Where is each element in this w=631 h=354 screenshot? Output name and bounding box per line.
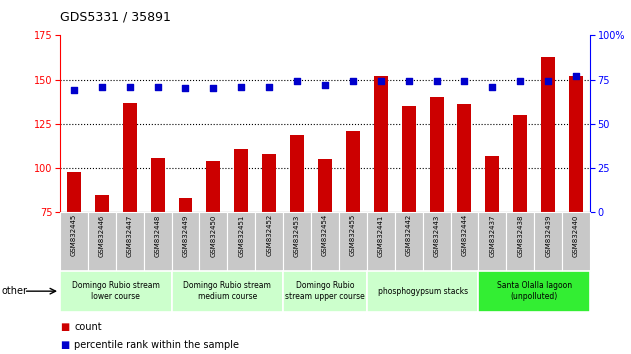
Bar	[151, 158, 165, 345]
Text: GSM832444: GSM832444	[461, 214, 468, 256]
Text: Domingo Rubio
stream upper course: Domingo Rubio stream upper course	[285, 281, 365, 301]
Bar	[172, 271, 283, 312]
Text: GSM832451: GSM832451	[239, 214, 244, 257]
Bar	[513, 115, 528, 345]
Bar	[451, 212, 478, 271]
Bar	[374, 76, 387, 345]
Text: ■: ■	[60, 340, 69, 350]
Bar	[95, 195, 109, 345]
Text: GSM832453: GSM832453	[294, 214, 300, 257]
Bar	[67, 172, 81, 345]
Point	[459, 79, 469, 84]
Bar	[569, 76, 583, 345]
Point	[236, 84, 246, 90]
Bar	[395, 212, 423, 271]
Bar	[402, 106, 416, 345]
Bar	[227, 212, 255, 271]
Text: GSM832455: GSM832455	[350, 214, 356, 256]
Text: Santa Olalla lagoon
(unpolluted): Santa Olalla lagoon (unpolluted)	[497, 281, 572, 301]
Text: GDS5331 / 35891: GDS5331 / 35891	[60, 11, 171, 24]
Bar	[346, 131, 360, 345]
Point	[404, 79, 414, 84]
Bar	[534, 212, 562, 271]
Bar	[367, 212, 395, 271]
Bar	[115, 212, 144, 271]
Point	[487, 84, 497, 90]
Text: ■: ■	[60, 322, 69, 332]
Bar	[199, 212, 227, 271]
Bar	[60, 212, 88, 271]
Bar	[485, 156, 499, 345]
Point	[375, 79, 386, 84]
Point	[97, 84, 107, 90]
Point	[125, 84, 135, 90]
Point	[264, 84, 274, 90]
Text: GSM832445: GSM832445	[71, 214, 77, 256]
Point	[515, 79, 525, 84]
Bar	[318, 159, 332, 345]
Point	[208, 86, 218, 91]
Bar	[283, 212, 311, 271]
Bar	[367, 271, 478, 312]
Bar	[541, 57, 555, 345]
Bar	[255, 212, 283, 271]
Text: GSM832454: GSM832454	[322, 214, 328, 256]
Bar	[88, 212, 115, 271]
Text: GSM832440: GSM832440	[573, 214, 579, 257]
Point	[543, 79, 553, 84]
Text: Domingo Rubio stream
medium course: Domingo Rubio stream medium course	[184, 281, 271, 301]
Text: Domingo Rubio stream
lower course: Domingo Rubio stream lower course	[72, 281, 160, 301]
Bar	[506, 212, 534, 271]
Text: GSM832452: GSM832452	[266, 214, 272, 256]
Point	[292, 79, 302, 84]
Text: GSM832448: GSM832448	[155, 214, 160, 257]
Bar	[234, 149, 248, 345]
Bar	[283, 271, 367, 312]
Text: count: count	[74, 322, 102, 332]
Bar	[478, 212, 506, 271]
Bar	[311, 212, 339, 271]
Text: GSM832437: GSM832437	[490, 214, 495, 257]
Text: GSM832450: GSM832450	[210, 214, 216, 257]
Text: percentile rank within the sample: percentile rank within the sample	[74, 340, 239, 350]
Point	[180, 86, 191, 91]
Bar	[562, 212, 590, 271]
Point	[348, 79, 358, 84]
Point	[432, 79, 442, 84]
Bar	[172, 212, 199, 271]
Text: GSM832441: GSM832441	[378, 214, 384, 257]
Bar	[339, 212, 367, 271]
Bar	[206, 161, 220, 345]
Bar	[457, 104, 471, 345]
Text: GSM832447: GSM832447	[127, 214, 133, 257]
Point	[320, 82, 330, 88]
Bar	[478, 271, 590, 312]
Bar	[122, 103, 137, 345]
Text: GSM832438: GSM832438	[517, 214, 523, 257]
Bar	[430, 97, 444, 345]
Text: GSM832443: GSM832443	[433, 214, 440, 257]
Text: GSM832439: GSM832439	[545, 214, 551, 257]
Text: GSM832442: GSM832442	[406, 214, 411, 256]
Point	[69, 87, 79, 93]
Bar	[60, 271, 172, 312]
Point	[571, 73, 581, 79]
Bar	[144, 212, 172, 271]
Bar	[290, 135, 304, 345]
Bar	[423, 212, 451, 271]
Text: other: other	[1, 286, 27, 296]
Bar	[262, 154, 276, 345]
Text: phosphogypsum stacks: phosphogypsum stacks	[377, 287, 468, 296]
Bar	[179, 198, 192, 345]
Point	[153, 84, 163, 90]
Text: GSM832446: GSM832446	[99, 214, 105, 257]
Text: GSM832449: GSM832449	[182, 214, 189, 257]
